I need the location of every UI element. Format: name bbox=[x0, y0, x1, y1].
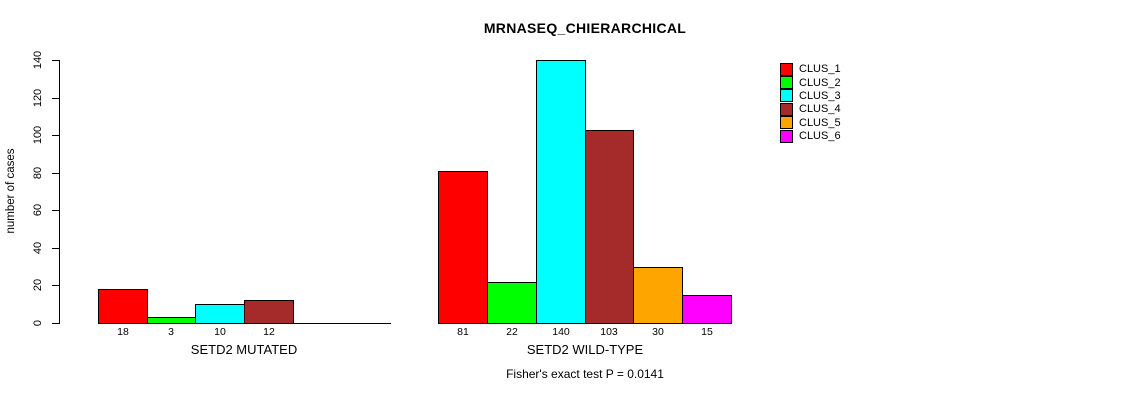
legend-label: CLUS_3 bbox=[799, 89, 841, 102]
legend-label: CLUS_1 bbox=[799, 63, 841, 76]
y-tick bbox=[52, 135, 59, 136]
legend-row: CLUS_5 bbox=[780, 116, 841, 130]
legend-swatch-icon bbox=[780, 102, 793, 116]
y-tick bbox=[52, 173, 59, 174]
y-tick-label: 20 bbox=[32, 278, 44, 292]
y-tick-label: 100 bbox=[32, 125, 44, 145]
y-tick-label: 60 bbox=[32, 203, 44, 217]
group-label: SETD2 WILD-TYPE bbox=[526, 342, 644, 357]
legend-swatch-icon bbox=[780, 89, 793, 103]
y-tick-label: 0 bbox=[32, 319, 44, 327]
stat-test-annotation: Fisher's exact test P = 0.0141 bbox=[506, 367, 664, 381]
legend-label: CLUS_2 bbox=[799, 76, 841, 89]
legend-swatch-icon bbox=[780, 76, 793, 90]
y-tick bbox=[52, 285, 59, 286]
bar-value-label: 103 bbox=[600, 326, 618, 338]
legend-swatch-icon bbox=[780, 62, 793, 76]
bar bbox=[244, 300, 294, 324]
y-tick-label: 40 bbox=[32, 241, 44, 255]
chart-title: MRNASEQ_CHIERARCHICAL bbox=[483, 20, 687, 36]
y-tick bbox=[52, 323, 59, 324]
y-tick bbox=[52, 98, 59, 99]
bar bbox=[536, 60, 586, 324]
bar bbox=[682, 295, 732, 324]
bar bbox=[195, 304, 245, 324]
bar bbox=[585, 130, 634, 324]
bar-value-label: 81 bbox=[457, 326, 469, 338]
zero-bar-line bbox=[341, 323, 391, 324]
legend-label: CLUS_5 bbox=[799, 116, 841, 129]
y-axis-line bbox=[59, 60, 60, 324]
legend-row: CLUS_6 bbox=[780, 129, 841, 143]
legend-swatch-icon bbox=[780, 116, 793, 130]
bar bbox=[438, 171, 488, 324]
bar-value-label: 22 bbox=[506, 326, 518, 338]
zero-bar-line bbox=[293, 323, 342, 324]
legend-label: CLUS_6 bbox=[799, 130, 841, 143]
bar-value-label: 30 bbox=[652, 326, 664, 338]
bar bbox=[98, 289, 148, 324]
legend-row: CLUS_1 bbox=[780, 62, 841, 76]
group-label: SETD2 MUTATED bbox=[190, 342, 298, 357]
bar bbox=[487, 282, 537, 324]
bar bbox=[147, 317, 196, 324]
bar-value-label: 18 bbox=[117, 326, 129, 338]
legend-label: CLUS_4 bbox=[799, 103, 841, 116]
y-tick bbox=[52, 60, 59, 61]
bar-value-label: 12 bbox=[263, 326, 275, 338]
legend-row: CLUS_3 bbox=[780, 89, 841, 103]
bar-value-label: 3 bbox=[168, 326, 174, 338]
y-tick-label: 120 bbox=[32, 88, 44, 108]
bar bbox=[633, 267, 683, 324]
legend: CLUS_1 CLUS_2 CLUS_3 CLUS_4 CLUS_5 CLUS_6 bbox=[780, 62, 841, 143]
legend-swatch-icon bbox=[780, 129, 793, 143]
y-tick bbox=[52, 210, 59, 211]
legend-row: CLUS_2 bbox=[780, 76, 841, 90]
bar-value-label: 15 bbox=[701, 326, 713, 338]
y-tick-label: 140 bbox=[32, 50, 44, 70]
bar-value-label: 140 bbox=[552, 326, 570, 338]
bar-value-label: 10 bbox=[214, 326, 226, 338]
y-tick-label: 80 bbox=[32, 166, 44, 180]
y-tick bbox=[52, 248, 59, 249]
legend-row: CLUS_4 bbox=[780, 102, 841, 116]
